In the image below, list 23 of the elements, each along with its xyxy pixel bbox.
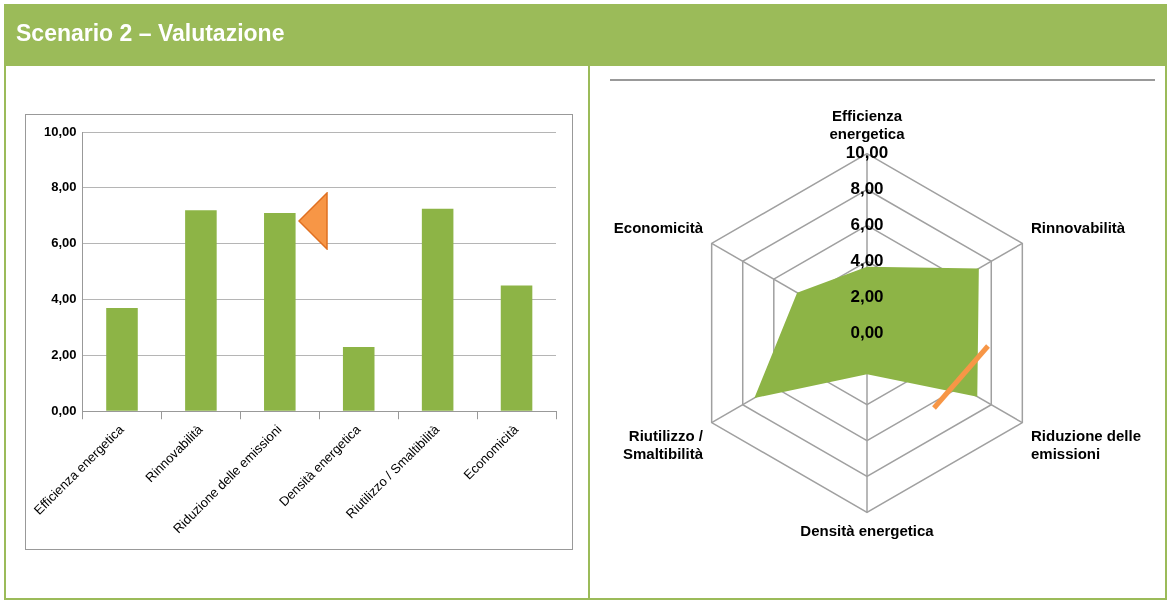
bar bbox=[421, 208, 454, 411]
y-tick-label: 10,00 bbox=[845, 143, 889, 163]
y-tick-label: 6,00 bbox=[850, 215, 884, 235]
spoke-label: Efficienza energetica bbox=[829, 106, 906, 142]
bar bbox=[500, 285, 533, 411]
y-tick-label: 0,00 bbox=[51, 402, 77, 418]
spoke-label: Economicità bbox=[613, 219, 704, 237]
y-tick-label: 8,00 bbox=[850, 179, 884, 199]
spoke-label: Rinnovabilità bbox=[1030, 219, 1126, 237]
y-tick-label: 0,00 bbox=[850, 322, 884, 342]
spoke-label: Densità energetica bbox=[800, 521, 935, 539]
y-tick-label: 4,00 bbox=[850, 250, 884, 270]
chart-title: Scenario 2 – Valutazione bbox=[4, 4, 1167, 66]
bar bbox=[106, 307, 138, 411]
y-tick-label: 8,00 bbox=[51, 179, 77, 195]
y-tick-label: 4,00 bbox=[51, 291, 77, 307]
bar bbox=[264, 212, 296, 411]
bar bbox=[342, 347, 375, 411]
bar bbox=[185, 210, 217, 411]
y-tick-label: 10,00 bbox=[43, 123, 77, 139]
y-tick-label: 2,00 bbox=[51, 346, 77, 362]
y-tick-label: 6,00 bbox=[51, 235, 77, 251]
y-tick-label: 2,00 bbox=[850, 286, 884, 306]
